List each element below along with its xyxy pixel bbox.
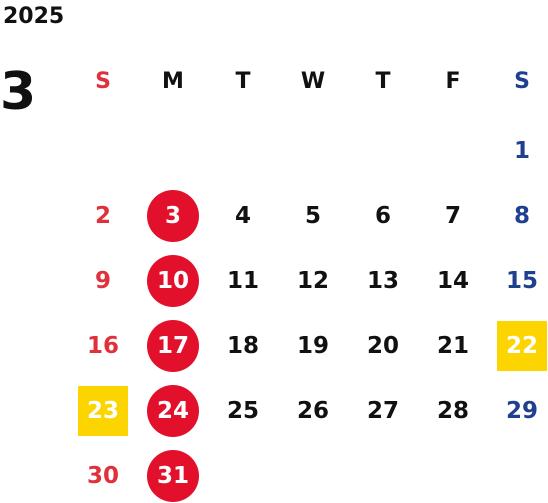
day-5: 5 xyxy=(304,203,321,229)
day-18: 18 xyxy=(226,333,259,359)
day-10: 10 xyxy=(147,255,199,307)
weekday-header-wed: W xyxy=(300,68,326,94)
day-12: 12 xyxy=(296,268,329,294)
weekday-header-sun: S xyxy=(95,68,111,94)
day-17: 17 xyxy=(147,320,199,372)
weekday-header-mon: M xyxy=(162,68,184,94)
day-23: 23 xyxy=(78,386,128,436)
day-14: 14 xyxy=(436,268,469,294)
day-9: 9 xyxy=(94,268,111,294)
weekday-header-thu: T xyxy=(375,68,391,94)
day-28: 28 xyxy=(436,398,469,424)
weekday-header-tue: T xyxy=(235,68,251,94)
day-16: 16 xyxy=(86,333,119,359)
weekday-header-sat: S xyxy=(514,68,530,94)
day-30: 30 xyxy=(86,463,119,489)
year-label: 2025 xyxy=(3,4,65,29)
weekday-header-fri: F xyxy=(445,68,461,94)
day-8: 8 xyxy=(513,203,530,229)
day-27: 27 xyxy=(366,398,399,424)
day-26: 26 xyxy=(296,398,329,424)
day-15: 15 xyxy=(505,268,538,294)
day-6: 6 xyxy=(374,203,391,229)
day-29: 29 xyxy=(505,398,538,424)
day-20: 20 xyxy=(366,333,399,359)
day-25: 25 xyxy=(226,398,259,424)
day-2: 2 xyxy=(94,203,111,229)
day-7: 7 xyxy=(444,203,461,229)
day-31: 31 xyxy=(147,450,199,502)
day-1: 1 xyxy=(513,138,530,164)
day-24: 24 xyxy=(147,385,199,437)
month-label: 3 xyxy=(0,62,37,122)
day-11: 11 xyxy=(226,268,259,294)
day-22: 22 xyxy=(497,321,547,371)
day-4: 4 xyxy=(234,203,251,229)
day-13: 13 xyxy=(366,268,399,294)
day-21: 21 xyxy=(436,333,469,359)
day-19: 19 xyxy=(296,333,329,359)
day-3: 3 xyxy=(147,190,199,242)
